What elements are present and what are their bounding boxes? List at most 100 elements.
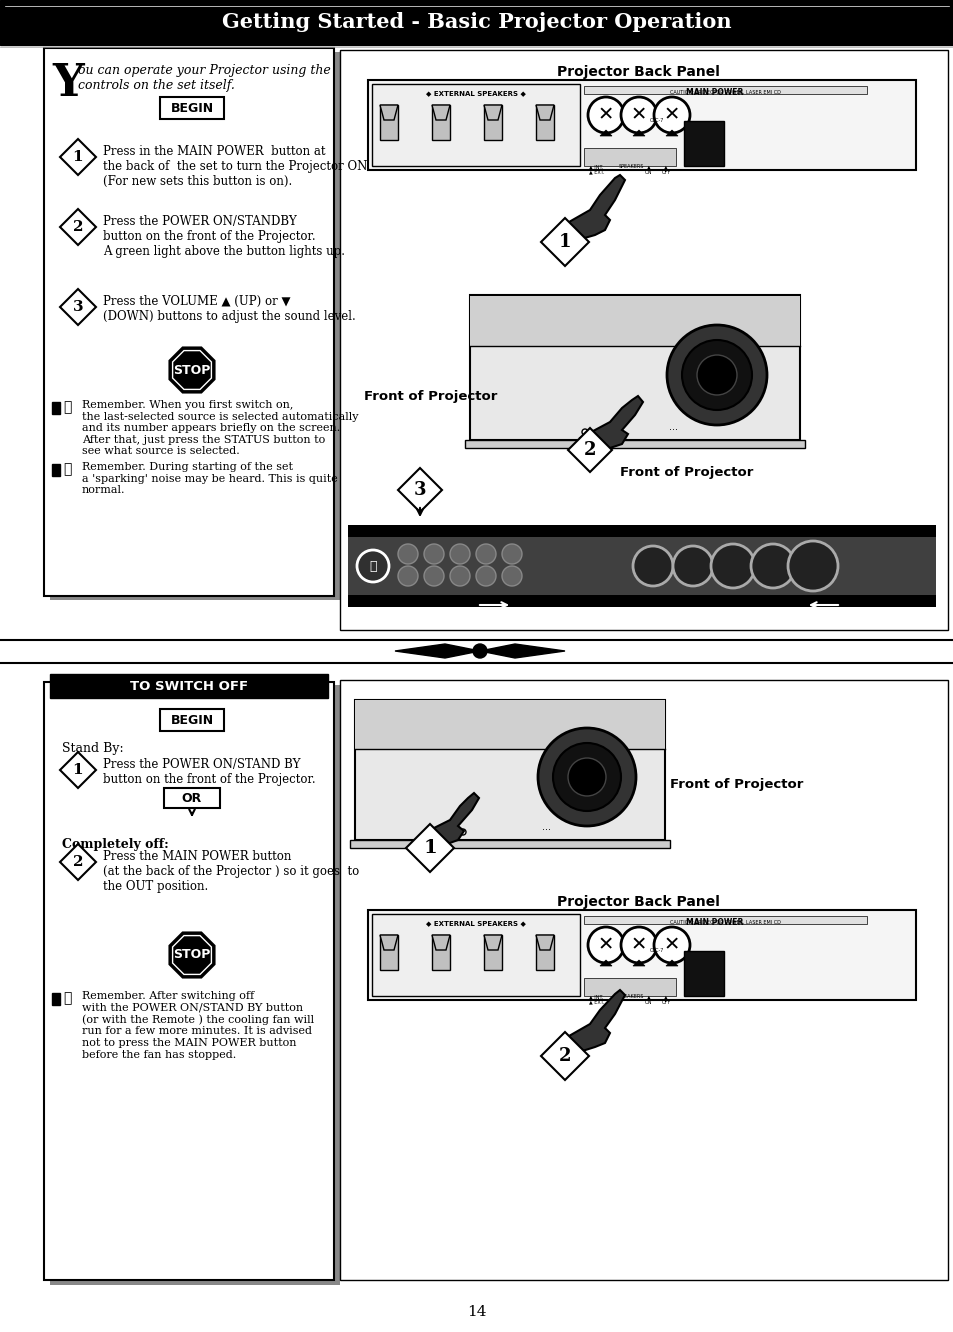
Bar	[348, 595, 935, 607]
Text: Stand By:: Stand By:	[62, 742, 124, 755]
Bar	[536, 105, 554, 140]
Circle shape	[501, 566, 521, 586]
Circle shape	[423, 566, 443, 586]
Polygon shape	[633, 960, 644, 966]
Bar	[683, 951, 723, 996]
Polygon shape	[633, 131, 644, 136]
Circle shape	[654, 97, 689, 133]
Text: ▲ INT.
▲ EXT.: ▲ INT. ▲ EXT.	[588, 994, 604, 1004]
Bar	[483, 105, 501, 140]
Text: CLC-7: CLC-7	[649, 948, 663, 952]
Circle shape	[567, 758, 605, 797]
Polygon shape	[60, 753, 96, 789]
Text: ◆ EXTERNAL SPEAKERS ◆: ◆ EXTERNAL SPEAKERS ◆	[426, 91, 525, 96]
Text: Press in the MAIN POWER  button at
the back of  the set to turn the Projector ON: Press in the MAIN POWER button at the ba…	[103, 145, 370, 188]
Text: Completely off:: Completely off:	[62, 838, 169, 851]
Text: CAUTION: PROJECTOR POWER, LASER EMI CD: CAUTION: PROJECTOR POWER, LASER EMI CD	[669, 920, 780, 924]
Circle shape	[654, 927, 689, 963]
Text: SPEAKERS: SPEAKERS	[618, 164, 643, 169]
Text: Press the VOLUME ▲ (UP) or ▼
(DOWN) buttons to adjust the sound level.: Press the VOLUME ▲ (UP) or ▼ (DOWN) butt…	[103, 294, 355, 322]
Circle shape	[537, 729, 636, 826]
Bar	[44, 682, 334, 1280]
Bar	[583, 978, 676, 996]
Bar	[52, 402, 60, 414]
Text: Remember. After switching off
with the POWER ON/STAND BY button
(or with the Rem: Remember. After switching off with the P…	[82, 991, 314, 1060]
Text: ▲
OFF: ▲ OFF	[660, 164, 670, 174]
Text: ⏻: ⏻	[369, 559, 376, 573]
Text: Front of Projector: Front of Projector	[619, 466, 753, 480]
Polygon shape	[60, 139, 96, 174]
Polygon shape	[60, 844, 96, 880]
Bar	[368, 80, 915, 170]
FancyBboxPatch shape	[160, 97, 224, 119]
Circle shape	[397, 543, 417, 563]
Polygon shape	[432, 105, 450, 120]
Circle shape	[450, 543, 470, 563]
Text: 2: 2	[72, 220, 83, 234]
Bar	[583, 148, 676, 166]
Circle shape	[501, 543, 521, 563]
Polygon shape	[479, 643, 564, 658]
Polygon shape	[555, 990, 624, 1058]
Text: ✕: ✕	[598, 105, 614, 124]
Text: Press the MAIN POWER button
(at the back of the Projector ) so it goes  to
the O: Press the MAIN POWER button (at the back…	[103, 850, 359, 892]
Text: Projector Back Panel: Projector Back Panel	[556, 895, 719, 908]
Bar	[339, 681, 947, 1280]
Polygon shape	[540, 1032, 588, 1080]
Polygon shape	[170, 348, 214, 392]
FancyBboxPatch shape	[164, 789, 220, 809]
Bar	[348, 537, 935, 595]
Circle shape	[473, 643, 486, 658]
Text: ✕: ✕	[663, 105, 679, 124]
Bar	[470, 296, 800, 346]
Circle shape	[710, 543, 754, 587]
Circle shape	[450, 566, 470, 586]
Bar	[432, 105, 450, 140]
Bar	[50, 674, 328, 698]
Text: 3: 3	[72, 300, 83, 314]
Text: ✕: ✕	[663, 935, 679, 955]
Polygon shape	[379, 935, 397, 950]
Circle shape	[476, 566, 496, 586]
Text: ✕: ✕	[630, 105, 646, 124]
Text: Press the POWER ON/STAND BY
button on the front of the Projector.: Press the POWER ON/STAND BY button on th…	[103, 758, 315, 786]
Text: 2: 2	[72, 855, 83, 868]
Circle shape	[581, 429, 587, 436]
Bar	[483, 935, 501, 970]
Text: ◆ EXTERNAL SPEAKERS ◆: ◆ EXTERNAL SPEAKERS ◆	[426, 920, 525, 926]
Text: BEGIN: BEGIN	[171, 101, 213, 115]
Polygon shape	[536, 935, 554, 950]
Bar	[50, 685, 339, 1285]
Text: 1: 1	[423, 839, 436, 856]
Circle shape	[553, 743, 620, 811]
Circle shape	[459, 829, 465, 835]
Polygon shape	[172, 350, 212, 389]
Bar	[52, 992, 60, 1006]
Bar	[379, 105, 397, 140]
Text: Remember. When you first switch on,
the last-selected source is selected automat: Remember. When you first switch on, the …	[82, 400, 358, 457]
Polygon shape	[483, 935, 501, 950]
Text: 1: 1	[558, 233, 571, 250]
Circle shape	[633, 546, 672, 586]
Circle shape	[587, 97, 623, 133]
Text: ...: ...	[669, 422, 678, 432]
Text: STOP: STOP	[173, 364, 211, 377]
Bar	[50, 52, 339, 599]
Bar	[339, 51, 947, 630]
Text: SPEAKERS: SPEAKERS	[618, 994, 643, 999]
Text: ✕: ✕	[598, 935, 614, 955]
Circle shape	[620, 927, 657, 963]
Polygon shape	[419, 793, 478, 854]
Bar	[379, 935, 397, 970]
Circle shape	[356, 550, 389, 582]
Bar	[432, 935, 450, 970]
Bar	[355, 701, 664, 840]
Circle shape	[681, 340, 751, 410]
Text: 1: 1	[72, 151, 83, 164]
Polygon shape	[483, 105, 501, 120]
Circle shape	[787, 541, 837, 591]
Text: Press the POWER ON/STANDBY
button on the front of the Projector.
A green light a: Press the POWER ON/STANDBY button on the…	[103, 214, 345, 258]
Text: STOP: STOP	[173, 948, 211, 962]
Bar	[470, 294, 800, 440]
Circle shape	[697, 356, 737, 396]
